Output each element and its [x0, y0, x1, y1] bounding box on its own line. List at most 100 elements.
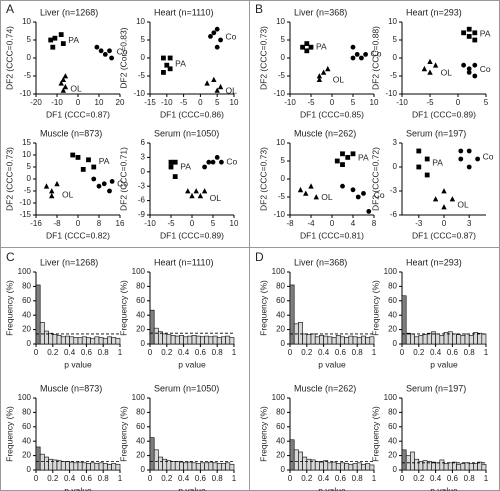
bar [216, 463, 222, 471]
x-tick-label: 0 [400, 348, 405, 357]
bar [405, 332, 411, 345]
y-tick-label: 0 [141, 167, 146, 176]
bar [460, 463, 466, 471]
point [320, 69, 327, 75]
point [161, 70, 166, 75]
bar [200, 462, 205, 471]
x-tick-label: 0.8 [98, 474, 110, 483]
point [91, 176, 97, 182]
point [206, 159, 212, 165]
point [472, 37, 478, 43]
y-tick-label: 20 [276, 325, 285, 334]
x-tick-label: 0.8 [98, 348, 110, 357]
point [52, 35, 58, 41]
bar [39, 453, 45, 471]
bar [310, 333, 316, 345]
bar [414, 336, 420, 345]
series-label: Co [117, 179, 128, 189]
bar [81, 462, 87, 471]
x-tick-label: 0 [190, 219, 195, 228]
x-tick-label: 0.6 [335, 474, 347, 483]
x-tick-label: 10 [370, 98, 379, 107]
bar [229, 463, 235, 471]
x-axis-label: p value [318, 485, 346, 491]
x-tick-label: -10 [284, 98, 296, 107]
point [313, 194, 319, 200]
y-tick-label: 60 [388, 296, 397, 305]
bar [340, 462, 345, 471]
point [80, 167, 86, 172]
point [325, 65, 331, 72]
series-label: Co [226, 31, 237, 41]
y-tick-label: 10 [22, 150, 31, 159]
x-tick-label: 0.4 [64, 348, 76, 357]
y-axis-label: Frequency (%) [4, 406, 14, 462]
y-tick-label: -3 [138, 181, 146, 190]
y-tick-label: 5 [141, 35, 146, 44]
point [96, 183, 102, 189]
x-tick-label: -10 [396, 98, 408, 107]
x-tick-label: 0.2 [413, 474, 425, 483]
bar [314, 336, 320, 345]
bar [418, 335, 424, 345]
y-axis-label: DF2 (CCC=0.73) [258, 26, 268, 90]
bar [464, 333, 470, 345]
bar [361, 463, 366, 471]
point [461, 30, 466, 36]
chart-title: Liver (n=1268) [40, 257, 98, 267]
y-tick-label: 40 [22, 310, 31, 319]
y-tick-label: 60 [276, 296, 285, 305]
chart-title: Serum (n=197) [406, 128, 466, 138]
bar [225, 462, 231, 471]
bar [289, 439, 295, 471]
x-tick-label: 1 [118, 348, 123, 357]
point [416, 164, 422, 170]
bar [340, 336, 345, 345]
bar [221, 336, 226, 345]
point [421, 65, 428, 72]
bar [183, 462, 189, 471]
point [466, 70, 472, 75]
bar [302, 333, 308, 345]
bar [35, 446, 41, 471]
point [102, 52, 108, 57]
panel-label: A [6, 2, 14, 16]
point [449, 196, 456, 202]
y-tick-label: -10 [273, 210, 285, 219]
series-label: OL [321, 192, 333, 202]
bar [319, 461, 324, 471]
point [217, 83, 224, 90]
point [43, 183, 50, 189]
point [461, 62, 466, 68]
bar [460, 335, 466, 345]
bar [401, 449, 407, 471]
y-axis-label: DF2 (CCC=0.72) [370, 147, 380, 211]
x-tick-label: 0.2 [47, 348, 59, 357]
bar [447, 462, 453, 471]
x-tick-label: 0 [288, 474, 293, 483]
bar [344, 337, 350, 345]
x-tick-label: -5 [167, 219, 175, 228]
point [472, 62, 478, 68]
point [345, 155, 351, 160]
point [60, 87, 66, 93]
point [458, 156, 464, 162]
bar [365, 337, 371, 345]
bar [464, 462, 470, 471]
x-tick-label: 0.2 [161, 474, 173, 483]
point [107, 48, 112, 54]
point [350, 187, 356, 193]
bar [356, 337, 362, 345]
x-tick-label: 5 [484, 98, 489, 107]
x-axis-label: p value [318, 359, 346, 369]
bar [289, 284, 295, 345]
x-axis-label: DF1 (CCC=0.85) [300, 109, 364, 119]
y-tick-label: 6 [141, 138, 146, 147]
series-label: PA [480, 28, 491, 38]
bar [162, 333, 168, 345]
bar [65, 335, 70, 345]
y-axis-label: Frequency (%) [370, 406, 380, 462]
bar [348, 463, 354, 471]
y-tick-label: 0 [281, 465, 286, 474]
